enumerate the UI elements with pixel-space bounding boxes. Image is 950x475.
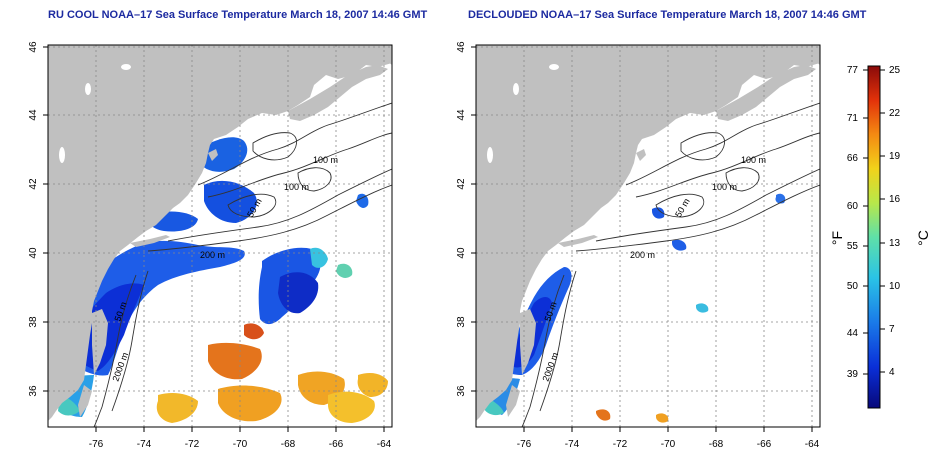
colorbar-c-tick: 10 — [889, 281, 901, 292]
contour-label: 100 m — [284, 182, 309, 192]
x-tick-label: -68 — [281, 439, 296, 450]
contour-label: 100 m — [712, 182, 737, 192]
y-tick-label: 36 — [456, 385, 467, 397]
colorbar-c-tick: 7 — [889, 324, 895, 335]
contour-label: 200 m — [200, 250, 225, 260]
contour-label: 100 m — [313, 155, 338, 165]
y-tick-label: 42 — [28, 178, 39, 190]
map-panel-right: 100 m 100 m 50 m 200 m 50 m 2000 m -76 -… — [456, 41, 821, 450]
y-tick-label: 46 — [28, 41, 39, 53]
x-tick-label: -64 — [377, 439, 392, 450]
colorbar-c-tick: 22 — [889, 108, 901, 119]
x-tick-label: -72 — [613, 439, 628, 450]
colorbar-f-tick: 60 — [847, 201, 859, 212]
y-tick-label: 38 — [28, 316, 39, 328]
y-tick-label: 44 — [456, 109, 467, 121]
x-tick-label: -74 — [137, 439, 152, 450]
x-tick-label: -72 — [185, 439, 200, 450]
colorbar-f-tick: 66 — [847, 153, 859, 164]
colorbar-f-tick: 50 — [847, 281, 859, 292]
colorbar-c-tick: 4 — [889, 367, 895, 378]
colorbar-fahrenheit-label: °F — [829, 231, 845, 245]
contour-label: 200 m — [630, 250, 655, 260]
y-tick-label: 46 — [456, 41, 467, 53]
map-panel-left: 100 m 100 m 50 m 200 m 50 m 2000 m -76 -… — [28, 41, 393, 450]
x-tick-label: -76 — [517, 439, 532, 450]
colorbar-f-tick: 39 — [847, 369, 859, 380]
y-tick-label: 40 — [456, 247, 467, 259]
colorbar-c-tick: 13 — [889, 238, 901, 249]
contour-label: 100 m — [741, 155, 766, 165]
map-frame-right — [475, 44, 821, 428]
map-title-right: DECLOUDED NOAA–17 Sea Surface Temperatur… — [468, 9, 867, 21]
x-tick-label: -70 — [661, 439, 676, 450]
colorbar-c-tick: 16 — [889, 194, 901, 205]
colorbar-c-tick: 19 — [889, 151, 901, 162]
x-tick-label: -64 — [805, 439, 820, 450]
colorbar-celsius-label: °C — [915, 230, 931, 246]
x-tick-label: -68 — [709, 439, 724, 450]
x-tick-label: -66 — [329, 439, 344, 450]
y-tick-label: 40 — [28, 247, 39, 259]
y-tick-label: 36 — [28, 385, 39, 397]
y-tick-label: 44 — [28, 109, 39, 121]
colorbar-f-tick: 71 — [847, 113, 859, 124]
x-tick-label: -66 — [757, 439, 772, 450]
colorbar: 77 71 66 60 55 50 44 39 25 22 19 16 13 1… — [829, 65, 931, 409]
x-tick-label: -74 — [565, 439, 580, 450]
colorbar-f-tick: 44 — [847, 328, 859, 339]
map-title-left: RU COOL NOAA–17 Sea Surface Temperature … — [48, 9, 428, 21]
colorbar-f-tick: 55 — [847, 241, 859, 252]
y-tick-label: 42 — [456, 178, 467, 190]
x-tick-label: -76 — [89, 439, 104, 450]
colorbar-gradient — [867, 65, 881, 409]
x-tick-label: -70 — [233, 439, 248, 450]
y-tick-label: 38 — [456, 316, 467, 328]
map-frame-left — [47, 44, 393, 428]
colorbar-f-tick: 77 — [847, 65, 859, 76]
colorbar-c-tick: 25 — [889, 65, 901, 76]
